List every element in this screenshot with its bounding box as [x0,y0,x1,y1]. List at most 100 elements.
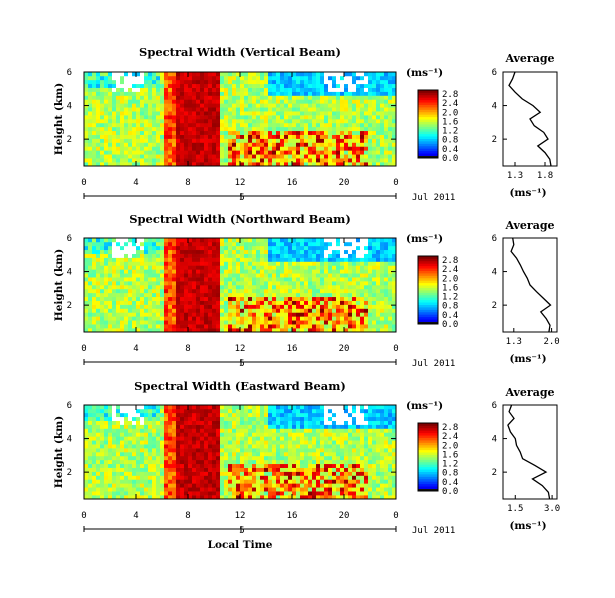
heatmap-cell [312,253,317,258]
heatmap-cell [376,79,381,85]
heatmap-cell [232,122,237,128]
colorbar-segment [418,92,438,96]
heatmap-cell [320,87,325,92]
heatmap-cell [240,444,245,449]
heatmap-cell [264,253,269,258]
heatmap-cell [224,420,229,425]
heatmap-cell [256,111,261,116]
heatmap-cell [180,261,185,266]
heatmap-cell [188,241,193,247]
heatmap-cell [344,130,349,135]
heatmap-cell [196,107,201,112]
heatmap-cell [216,312,221,317]
heatmap-cell [248,483,253,488]
heatmap-cell [152,119,157,124]
heatmap-cell [308,269,313,274]
heatmap-cell [136,424,141,429]
heatmap-cell [240,405,245,410]
heatmap-cell [168,308,173,313]
heatmap-cell [212,292,217,298]
heatmap-cell [336,300,341,305]
heatmap-cell [188,316,193,321]
heatmap-cell [204,432,209,437]
heatmap-cell [124,316,129,321]
heatmap-cell [136,436,141,441]
heatmap-cell [208,304,213,309]
heatmap-cell [216,91,221,96]
heatmap-cell [328,245,333,251]
heatmap-cell [120,320,125,325]
heatmap-cell [204,265,209,270]
heatmap-cell [236,79,241,85]
heatmap-cell [216,463,221,468]
heatmap-cell [276,261,281,266]
heatmap-cell [172,87,177,92]
heatmap-cell [380,308,385,313]
heatmap-cell [156,119,161,124]
heatmap-cell [208,91,213,96]
heatmap-cell [124,296,129,301]
heatmap-cell [220,440,225,445]
heatmap-cell [324,91,329,96]
heatmap-cell [212,99,217,104]
heatmap-cell [192,115,197,120]
heatmap-cell [172,467,177,472]
heatmap-cell [144,122,149,128]
heatmap-cell [336,328,341,333]
heatmap-cell [372,162,377,167]
heatmap-cell [112,238,117,243]
heatmap-cell [140,277,145,282]
y-tick-label: 4 [67,102,72,112]
heatmap-cell [172,79,177,85]
heatmap-cell [88,296,93,301]
heatmap-cell [168,452,173,457]
heatmap-cell [356,300,361,305]
heatmap-cell [288,83,293,88]
heatmap-cell [224,91,229,96]
heatmap-cell [220,432,225,437]
heatmap-cell [104,154,109,159]
heatmap-cell [388,316,393,321]
heatmap-cell [208,405,213,410]
heatmap-cell [236,304,241,309]
heatmap-cell [300,304,305,309]
heatmap-cell [320,130,325,135]
heatmap-cell [136,273,141,278]
heatmap-cell [284,107,289,112]
heatmap-cell [204,483,209,488]
heatmap-cell [332,83,337,88]
heatmap-cell [264,296,269,301]
heatmap-cell [200,146,205,151]
heatmap-cell [132,444,137,449]
heatmap-cell [168,241,173,247]
heatmap-cell [268,126,273,132]
heatmap-cell [324,328,329,333]
heatmap-cell [372,103,377,108]
heatmap-cell [304,285,309,290]
heatmap-cell [368,238,373,243]
heatmap-cell [224,273,229,278]
heatmap-cell [308,292,313,298]
heatmap-cell [236,115,241,120]
heatmap-cell [240,308,245,313]
heatmap-cell [388,277,393,282]
heatmap-cell [272,103,277,108]
heatmap-cell [220,483,225,488]
heatmap-cell [256,75,261,81]
heatmap-cell [232,238,237,243]
heatmap-cell [268,273,273,278]
colorbar-segment [418,268,438,271]
heatmap-cell [132,72,137,77]
heatmap-cell [92,142,97,147]
heatmap-cell [328,162,333,167]
heatmap-cell [184,479,189,484]
heatmap-cell [148,452,153,457]
heatmap-cell [380,75,385,81]
heatmap-cell [180,440,185,445]
heatmap-cell [192,487,197,492]
heatmap-cell [132,111,137,116]
heatmap-cell [148,300,153,305]
heatmap-cell [112,495,117,500]
heatmap-cell [280,122,285,128]
heatmap-cell [156,479,161,484]
